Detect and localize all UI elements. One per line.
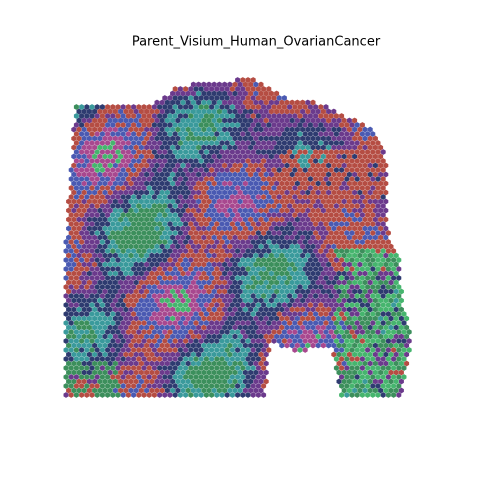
figure-title: Parent_Visium_Human_OvarianCancer xyxy=(132,35,381,50)
spot-group xyxy=(63,81,389,398)
spot-group xyxy=(92,140,412,398)
spot-group xyxy=(63,77,410,398)
spot-group xyxy=(63,90,399,398)
spot-group xyxy=(73,126,337,353)
tissue-spots xyxy=(63,77,412,398)
spot-group xyxy=(63,86,407,398)
spot-group xyxy=(63,77,412,398)
spot-group xyxy=(63,104,412,398)
